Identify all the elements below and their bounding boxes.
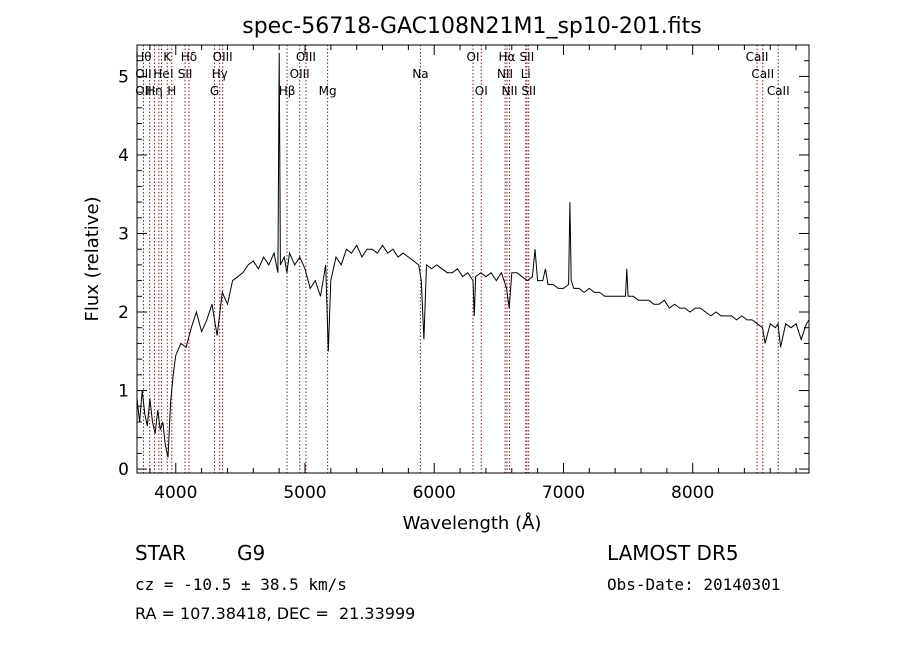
line-label: SII: [520, 50, 535, 64]
emission-line-markers: [142, 45, 779, 473]
line-label: OI: [475, 84, 488, 98]
x-tick-label: 8000: [671, 483, 714, 503]
spectrum-line: [136, 52, 810, 458]
line-label: K: [163, 50, 172, 64]
y-tick-label: 3: [118, 224, 129, 244]
line-label: OIII: [296, 50, 316, 64]
line-label: Mg: [319, 84, 337, 98]
line-label: OII: [135, 67, 152, 81]
y-tick-label: 1: [118, 382, 129, 402]
emission-line-labels: HθOIIOIIHηHeKIHSIIHδGHγOIIIHβOIIIOIIIMgN…: [135, 50, 789, 98]
coordinates: RA = 107.38418, DEC = 21.33999: [135, 604, 416, 623]
observation-date: Obs-Date: 20140301: [607, 575, 781, 594]
x-tick-label: 7000: [542, 483, 585, 503]
line-label: Hβ: [279, 84, 296, 98]
line-label: OIII: [213, 50, 233, 64]
line-label: SII: [521, 84, 536, 98]
redshift-cz: cz = -10.5 ± 38.5 km/s: [135, 575, 347, 594]
y-tick-label: 0: [118, 460, 129, 480]
plot-frame: [136, 44, 810, 474]
x-tick-label: 4000: [154, 483, 197, 503]
line-label: He: [153, 67, 169, 81]
line-label: Na: [412, 67, 428, 81]
y-axis-ticks: 0 1 2 3 4 5: [118, 60, 809, 480]
line-label: OIII: [290, 67, 310, 81]
line-label: Hα: [499, 50, 516, 64]
object-subclass: G9: [237, 541, 266, 565]
object-class: STAR: [135, 541, 186, 565]
x-tick-label: 5000: [283, 483, 326, 503]
line-label: CaII: [751, 67, 774, 81]
survey-name: LAMOST DR5: [607, 541, 739, 565]
chart-title: spec-56718-GAC108N21M1_sp10-201.fits: [242, 14, 702, 39]
line-label: Hθ: [135, 50, 151, 64]
line-label: Li: [521, 67, 531, 81]
line-label: SII: [178, 67, 193, 81]
line-label: Hδ: [181, 50, 197, 64]
line-label: NII: [497, 67, 513, 81]
line-label: Hγ: [212, 67, 228, 81]
line-label: CaII: [767, 84, 790, 98]
x-tick-label: 6000: [413, 483, 456, 503]
y-axis-label: Flux (relative): [82, 196, 103, 321]
line-label: H: [167, 84, 176, 98]
line-label: OI: [467, 50, 480, 64]
line-label: Hη: [146, 84, 163, 98]
x-axis-label: Wavelength (Å): [403, 512, 542, 534]
line-label: G: [210, 84, 219, 98]
line-label: CaII: [746, 50, 769, 64]
y-tick-label: 2: [118, 303, 129, 323]
x-axis-ticks: 4000 5000 6000 7000 8000: [149, 45, 797, 503]
line-label: OII: [135, 84, 152, 98]
line-label: I: [170, 67, 174, 81]
line-label: NII: [502, 84, 518, 98]
y-tick-label: 4: [118, 146, 129, 166]
y-tick-label: 5: [118, 67, 129, 87]
